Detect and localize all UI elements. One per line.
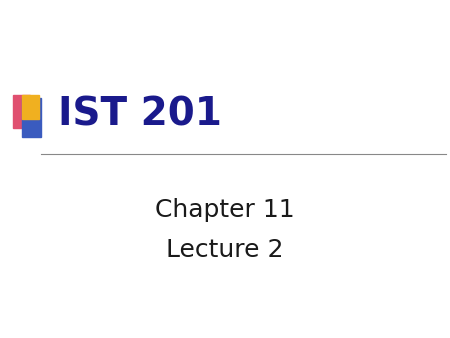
Bar	[13, 95, 30, 128]
Bar	[22, 95, 39, 119]
Text: IST 201: IST 201	[58, 96, 222, 134]
Text: Lecture 2: Lecture 2	[166, 238, 284, 262]
Bar	[22, 98, 40, 137]
Text: Chapter 11: Chapter 11	[155, 197, 295, 222]
